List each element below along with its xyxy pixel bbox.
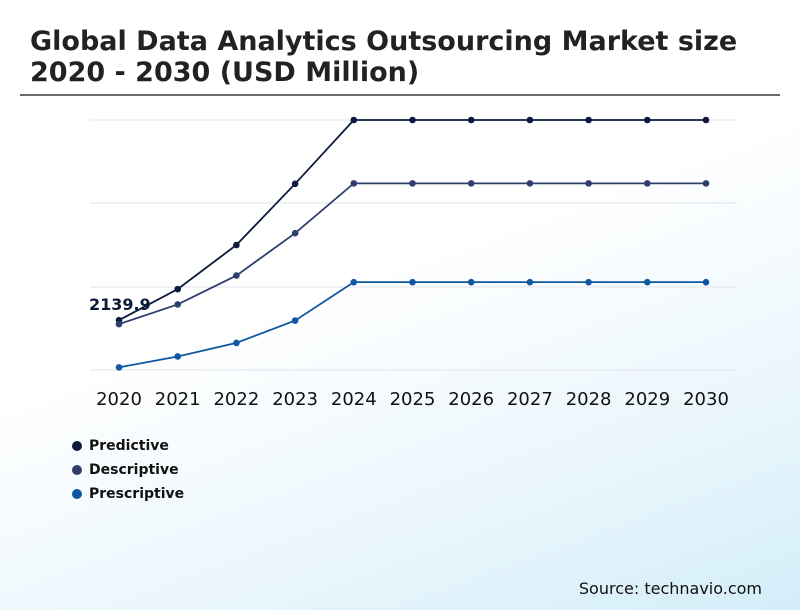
x-tick-label-2023: 2023 <box>272 389 318 410</box>
data-point-predictive-2030 <box>702 116 710 124</box>
data-point-prescriptive-2024 <box>350 278 358 286</box>
data-point-prescriptive-2030 <box>702 278 710 286</box>
data-point-prescriptive-2022 <box>233 339 240 347</box>
x-tick-label-2024: 2024 <box>331 389 377 410</box>
data-point-predictive-2022 <box>233 241 240 249</box>
data-point-prescriptive-2020 <box>115 364 123 371</box>
data-point-prescriptive-2021 <box>174 353 181 360</box>
data-point-descriptive-2025 <box>409 180 416 187</box>
legend-dot-prescriptive <box>72 489 82 499</box>
legend-label-descriptive: Descriptive <box>89 462 179 478</box>
x-tick-label-2028: 2028 <box>566 389 612 410</box>
data-point-predictive-2029 <box>644 116 651 124</box>
chart-title: Global Data Analytics Outsourcing Market… <box>30 26 738 88</box>
data-point-descriptive-2028 <box>585 180 592 187</box>
legend-item-descriptive: Descriptive <box>72 458 184 482</box>
data-point-predictive-2027 <box>526 116 534 124</box>
data-point-prescriptive-2027 <box>526 278 534 286</box>
data-point-descriptive-2024 <box>350 180 358 187</box>
data-point-predictive-2028 <box>585 116 592 124</box>
source-credit: Source: technavio.com <box>578 579 762 598</box>
data-point-prescriptive-2029 <box>644 278 651 286</box>
x-tick-label-2030: 2030 <box>683 389 729 410</box>
legend-label-prescriptive: Prescriptive <box>89 486 185 502</box>
legend-item-predictive: Predictive <box>72 434 184 458</box>
data-point-descriptive-2026 <box>467 180 475 187</box>
data-point-descriptive-2020 <box>115 320 123 328</box>
data-point-prescriptive-2026 <box>467 278 475 286</box>
data-point-prescriptive-2028 <box>585 278 592 286</box>
data-point-descriptive-2021 <box>174 301 181 308</box>
data-point-predictive-2023 <box>291 180 299 188</box>
data-point-descriptive-2030 <box>702 180 710 187</box>
title-divider <box>20 94 780 96</box>
data-point-descriptive-2022 <box>233 272 240 279</box>
x-tick-label-2027: 2027 <box>507 389 553 410</box>
legend-item-prescriptive: Prescriptive <box>72 482 184 506</box>
x-tick-label-2022: 2022 <box>213 389 259 410</box>
data-point-descriptive-2029 <box>644 180 651 187</box>
legend-label-predictive: Predictive <box>89 438 169 454</box>
x-tick-label-2020: 2020 <box>96 389 142 410</box>
legend-dot-descriptive <box>72 465 82 475</box>
series-line-prescriptive <box>118 281 706 369</box>
x-tick-label-2021: 2021 <box>155 389 201 410</box>
legend-dot-predictive <box>72 441 82 451</box>
data-point-predictive-2025 <box>409 116 416 124</box>
series-line-descriptive <box>118 182 706 325</box>
chart-legend: Predictive Descriptive Prescriptive <box>72 434 184 506</box>
data-point-prescriptive-2023 <box>291 317 299 324</box>
data-label-0: 2139.9 <box>89 295 151 314</box>
data-point-descriptive-2023 <box>291 229 299 237</box>
x-tick-label-2029: 2029 <box>624 389 670 410</box>
x-tick-label-2025: 2025 <box>390 389 436 410</box>
data-point-predictive-2026 <box>467 116 475 124</box>
data-point-descriptive-2027 <box>526 180 534 187</box>
data-point-prescriptive-2025 <box>409 278 416 286</box>
data-point-predictive-2021 <box>174 285 181 293</box>
x-tick-label-2026: 2026 <box>448 389 494 410</box>
data-point-predictive-2024 <box>350 116 358 124</box>
